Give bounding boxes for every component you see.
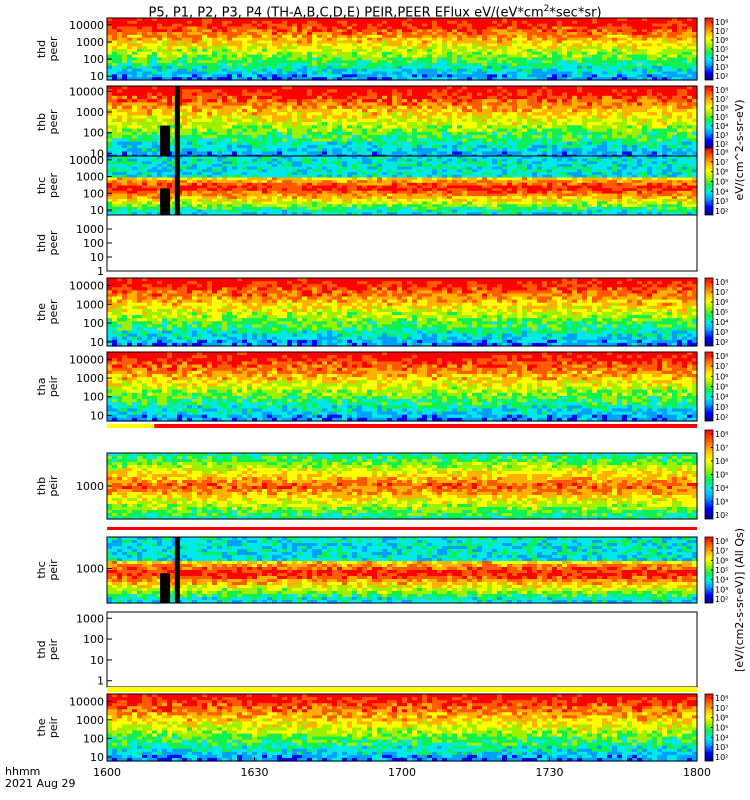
y-axis-label-line: peer (47, 36, 60, 62)
y-tick-label: 10000 (69, 19, 104, 32)
y-tick-label: 100 (83, 53, 104, 66)
panel-1: thdpeer 10000 1000 100 10 (35, 18, 698, 83)
y-axis-label: thdpeer (35, 36, 60, 62)
y-tick-label: 10 (90, 70, 104, 83)
y-tick-label: 1000 (76, 36, 104, 49)
